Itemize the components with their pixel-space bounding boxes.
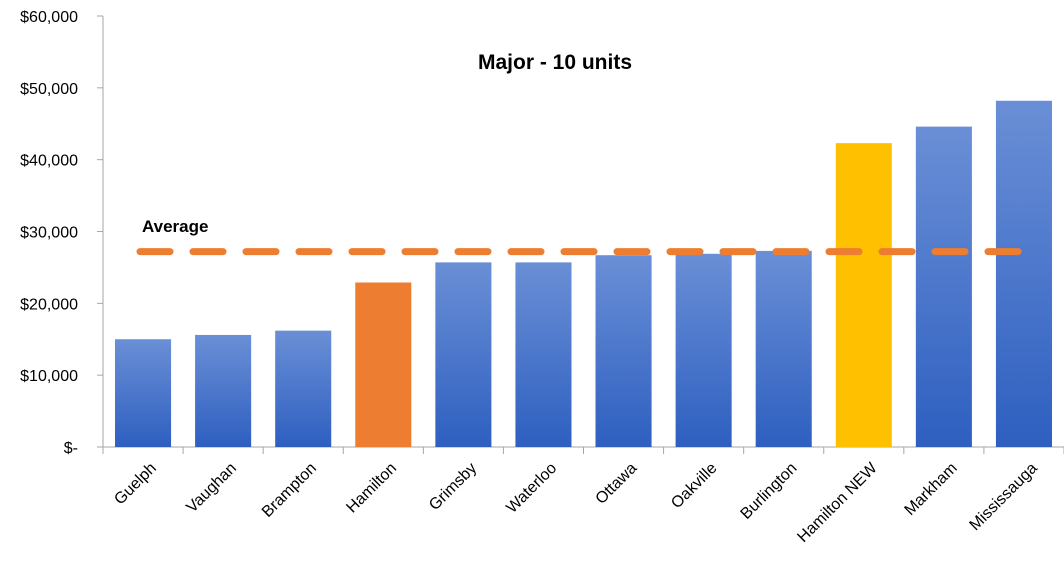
x-tick-label: Hamilton (343, 460, 400, 517)
x-tick-label: Burlington (738, 460, 801, 523)
y-tick-label: $10,000 (20, 368, 78, 385)
x-tick-label: Oakville (668, 460, 720, 512)
bar-markham (915, 126, 972, 447)
x-axis: Guelph Vaughan Brampton Hamilton Grimsby Wate… (102, 446, 1064, 546)
bar-hamilton-new (835, 143, 892, 447)
bar-brampton (275, 330, 332, 447)
bar-waterloo (515, 262, 572, 447)
y-tick-label: $60,000 (20, 9, 78, 26)
x-tick-label: Guelph (111, 460, 160, 509)
x-tick-label: Brampton (259, 460, 320, 521)
x-tick-label: Vaughan (183, 460, 239, 516)
x-tick-label: Waterloo (503, 460, 560, 517)
bars (115, 100, 1052, 447)
x-tick-label: Markham (902, 460, 961, 519)
bar-oakville (675, 253, 732, 447)
bar-hamilton (355, 282, 412, 447)
y-axis: $- $10,000 $20,000 $30,000 $40,000 $50,000 $60… (20, 9, 104, 457)
x-tick-label: Mississauga (967, 460, 1041, 534)
y-tick-label: $50,000 (20, 81, 78, 98)
bar-vaughan (195, 334, 252, 447)
y-tick-label: $20,000 (20, 296, 78, 313)
average-label: Average (142, 217, 208, 236)
x-tick-label: Ottawa (593, 460, 641, 508)
average-line-group: Average (136, 217, 1028, 256)
y-tick-label: $30,000 (20, 225, 78, 242)
bar-mississauga (995, 100, 1052, 447)
bar-guelph (115, 339, 172, 447)
bar-burlington (755, 250, 812, 447)
bar-ottawa (595, 255, 652, 447)
bar-grimsby (435, 262, 492, 447)
chart-title: Major - 10 units (478, 51, 632, 74)
y-tick-label: $- (64, 440, 78, 457)
y-tick-label: $40,000 (20, 153, 78, 170)
x-tick-label: Grimsby (426, 460, 480, 514)
x-tick-label: Hamilton NEW (794, 459, 881, 546)
